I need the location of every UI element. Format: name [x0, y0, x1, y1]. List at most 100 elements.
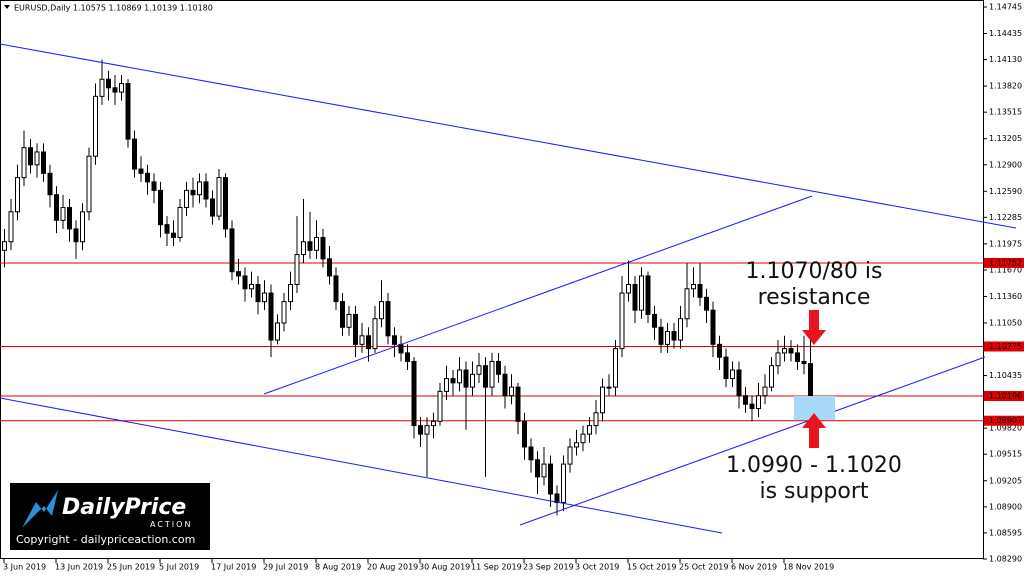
candle-body	[788, 348, 794, 354]
candle-body	[320, 236, 326, 260]
y-tick-label: 1.12590	[989, 187, 1022, 196]
candle-body	[470, 373, 475, 388]
candle-body	[327, 258, 332, 277]
candle-body	[145, 172, 150, 183]
x-tick-label: 18 Nov 2019	[783, 563, 834, 572]
candle-body	[353, 313, 358, 345]
y-tick-label: 1.09820	[989, 424, 1022, 433]
y-tick-label: 1.11975	[989, 239, 1022, 248]
candle-body	[704, 296, 709, 311]
candle-body	[411, 360, 417, 427]
candle-body	[138, 168, 144, 174]
logo-icon	[22, 490, 58, 528]
x-tick-label: 3 Oct 2019	[575, 563, 619, 572]
y-tick-label: 1.14435	[989, 29, 1022, 38]
candle-body	[93, 95, 98, 157]
candle-body	[106, 78, 111, 89]
candle-body	[47, 172, 53, 196]
candle-body	[613, 348, 618, 388]
candle-body	[340, 301, 345, 328]
trend-line	[0, 43, 1017, 229]
header: EURUSD,Daily 1.10575 1.10869 1.10139 1.1…	[14, 4, 213, 13]
candle-body	[307, 241, 313, 251]
level-label: 1.09907	[989, 416, 1022, 425]
x-tick-label: 29 Jul 2019	[263, 563, 308, 572]
candle-body	[808, 363, 813, 398]
candle-body	[528, 446, 534, 461]
candle-body	[684, 288, 690, 320]
candle-body	[548, 463, 553, 495]
candle-body	[502, 373, 508, 397]
candle-body	[691, 283, 696, 290]
level-label-bg	[984, 391, 1024, 402]
arrow-down	[802, 310, 826, 345]
candle-body	[782, 348, 787, 354]
x-tick-label: 5 Jul 2019	[159, 563, 199, 572]
trend-lines	[0, 43, 1017, 534]
y-tick-label: 1.14130	[989, 55, 1022, 64]
y-tick-label: 1.12900	[989, 160, 1022, 169]
trend-line	[263, 195, 813, 395]
candle-body	[749, 403, 755, 409]
candle-body	[600, 386, 605, 414]
candle-body	[223, 177, 228, 230]
plot-frame	[0, 0, 984, 559]
menu-icon[interactable]	[4, 5, 10, 9]
candle-body	[333, 275, 339, 303]
candle-body	[515, 386, 521, 422]
logo-box	[10, 483, 210, 550]
candle-body	[281, 301, 287, 324]
candle-body	[665, 331, 670, 345]
candle-body	[756, 395, 761, 409]
candle-body	[229, 228, 235, 273]
y-tick-label: 1.09515	[989, 450, 1022, 459]
candle-body	[28, 147, 33, 166]
candle-body	[795, 352, 800, 362]
candle-body	[21, 147, 27, 179]
candle-body	[34, 151, 40, 166]
candle-body	[509, 386, 514, 397]
y-tick-label: 1.13515	[989, 108, 1022, 117]
candle-body	[489, 360, 495, 388]
candle-body	[671, 331, 677, 341]
candle-body	[379, 301, 384, 320]
candle-body	[801, 360, 807, 365]
candle-body	[593, 412, 599, 427]
marks	[0, 6, 987, 563]
y-tick-label: 1.08290	[989, 555, 1022, 564]
candle-body	[762, 386, 768, 397]
candle-body	[346, 313, 352, 328]
level-label: 1.10775	[989, 342, 1022, 351]
candle-body	[177, 207, 183, 238]
level-label-bg	[984, 257, 1024, 268]
candle-body	[86, 155, 92, 213]
y-tick-label: 1.10435	[989, 371, 1022, 380]
candle-body	[580, 433, 586, 444]
candle-body	[476, 365, 482, 375]
x-tick-label: 20 Aug 2019	[367, 563, 418, 572]
y-tick-label: 1.13205	[989, 134, 1022, 143]
candle-body	[372, 318, 378, 350]
y-tick-label: 1.13820	[989, 82, 1022, 91]
candle-body	[132, 138, 137, 170]
y-tick-label: 1.11360	[989, 292, 1022, 301]
candle-body	[710, 309, 716, 345]
candle-body	[418, 425, 423, 435]
candle-body	[385, 301, 391, 337]
candle-body	[99, 78, 105, 97]
trend-line	[519, 356, 986, 526]
candle-body	[775, 352, 781, 367]
candle-body	[444, 378, 449, 392]
y-tick-label: 1.12285	[989, 213, 1022, 222]
candle-body	[288, 283, 293, 303]
annotation: is support	[759, 479, 868, 504]
candle-body	[67, 207, 72, 230]
candle-body	[359, 335, 365, 345]
logo-name: DailyPrice	[62, 495, 186, 520]
candle-body	[262, 292, 267, 303]
candle-body	[567, 446, 573, 465]
candle-body	[15, 177, 20, 213]
candle-body	[626, 283, 631, 294]
candle-body	[717, 343, 722, 358]
